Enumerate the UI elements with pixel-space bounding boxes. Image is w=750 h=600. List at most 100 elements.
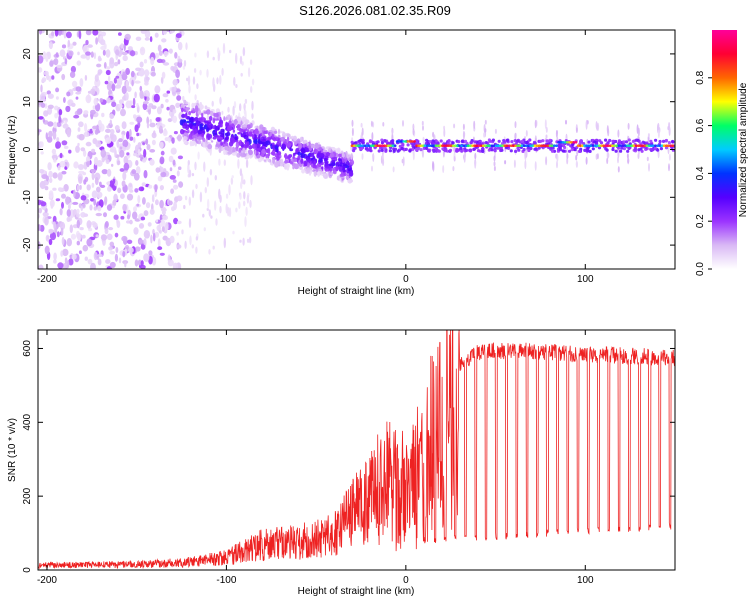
spectrogram-cell bbox=[125, 92, 129, 101]
spectrogram-cell bbox=[214, 134, 219, 138]
spectrogram-cell bbox=[162, 215, 168, 221]
spectrogram-cell bbox=[576, 144, 580, 147]
spectrogram-cell bbox=[87, 93, 90, 102]
spectrogram-cell bbox=[318, 147, 322, 151]
spectrogram-cell bbox=[474, 159, 477, 169]
spectrogram-cell bbox=[155, 117, 161, 122]
spectrogram-cell bbox=[175, 33, 182, 39]
spectrogram-cell bbox=[371, 132, 374, 141]
spectrogram-cell bbox=[87, 258, 93, 265]
spectrogram-cell bbox=[62, 248, 69, 257]
spectrogram-cell bbox=[161, 71, 166, 79]
spectrogram-cell bbox=[222, 42, 226, 54]
spectrogram-cell bbox=[503, 140, 507, 144]
spectrogram-cell bbox=[312, 164, 317, 169]
spectrogram-cell bbox=[484, 141, 488, 145]
spectrogram-cell bbox=[505, 144, 509, 147]
spectrogram-cell bbox=[90, 109, 96, 115]
spectrogram-cell bbox=[109, 57, 115, 65]
spectrogram-cell bbox=[466, 144, 470, 147]
spectrogram-cell bbox=[345, 175, 349, 180]
spectrogram-cell bbox=[430, 141, 435, 145]
spectrogram-cell bbox=[91, 182, 95, 188]
spectrogram-cell bbox=[186, 77, 189, 82]
spectrogram-cell bbox=[105, 49, 111, 58]
spectrogram-cell bbox=[191, 106, 194, 109]
spectrogram-cell bbox=[376, 144, 380, 147]
spectrogram-cell bbox=[555, 130, 558, 138]
spectrogram-cell bbox=[126, 220, 131, 224]
spectrogram-cell bbox=[183, 141, 188, 145]
spectrogram-cell bbox=[606, 125, 609, 134]
spectrogram-cell bbox=[80, 205, 84, 212]
snr-y-tick-label: 0 bbox=[22, 567, 33, 573]
spectrogram-cell bbox=[214, 112, 219, 118]
spectrogram-cell bbox=[376, 140, 380, 144]
spectrogram-cell bbox=[200, 112, 204, 116]
spectrogram-cell bbox=[582, 142, 586, 146]
spectrogram-cell bbox=[187, 159, 190, 166]
spectrogram-cell bbox=[57, 262, 64, 269]
spectrogram-cell bbox=[64, 58, 68, 65]
spectrogram-cell bbox=[127, 46, 133, 51]
spectrogram-cell bbox=[79, 184, 82, 190]
spectrogram-cell bbox=[69, 224, 74, 233]
spectrogram-cell bbox=[196, 83, 199, 90]
spectrogram-cell bbox=[499, 144, 502, 147]
snr-y-tick-label: 200 bbox=[22, 487, 33, 504]
spectrogram-cell bbox=[377, 149, 381, 153]
spectrogram-cell bbox=[660, 144, 664, 147]
spectrogram-cell bbox=[45, 234, 50, 242]
spectrogram-cell bbox=[57, 172, 63, 181]
spectrogram-cell bbox=[99, 98, 104, 103]
spectrogram-cell bbox=[76, 232, 82, 241]
spectrogram-cell bbox=[387, 144, 390, 147]
spectrogram-cell bbox=[114, 253, 118, 262]
spectrogram-cell bbox=[535, 144, 539, 147]
spectrogram-cell bbox=[38, 224, 42, 231]
spectrogram-cell bbox=[82, 172, 87, 176]
spectrogram-cell bbox=[671, 144, 675, 147]
spectrogram-cell bbox=[533, 147, 537, 151]
spectrogram-cell bbox=[151, 105, 157, 110]
spectrogram-cell bbox=[227, 106, 230, 113]
spectrogram-cell bbox=[230, 137, 236, 144]
spectrogram-cell bbox=[296, 140, 301, 144]
spectrogram-cell bbox=[173, 217, 179, 225]
spectrogram-cell bbox=[118, 99, 124, 105]
spectrogram-cell bbox=[490, 144, 494, 147]
spectrogram-y-tick-label: 0 bbox=[22, 146, 33, 152]
spectrogram-cell bbox=[120, 193, 125, 199]
spectrogram-cell bbox=[299, 136, 303, 143]
spectrogram-cell bbox=[617, 146, 621, 150]
spectrogram-cell bbox=[331, 161, 336, 167]
spectrogram-cell bbox=[187, 129, 190, 134]
spectrogram-cell bbox=[167, 118, 173, 123]
spectrogram-cell bbox=[225, 116, 228, 121]
spectrogram-cell bbox=[149, 122, 156, 128]
spectrogram-cell bbox=[270, 151, 276, 155]
spectrogram-cell bbox=[654, 144, 657, 147]
spectrogram-cell bbox=[77, 164, 85, 170]
spectrogram-cell bbox=[278, 128, 280, 135]
spectrogram-cell bbox=[464, 151, 467, 158]
spectrogram-cell bbox=[44, 103, 48, 109]
spectrogram-cell bbox=[73, 161, 79, 169]
spectrogram-cell bbox=[119, 168, 125, 172]
spectrogram-cell bbox=[525, 140, 529, 145]
spectrogram-cell bbox=[174, 85, 177, 92]
spectrogram-cell bbox=[360, 122, 363, 128]
spectrogram-cell bbox=[106, 66, 111, 70]
spectrogram-cell bbox=[197, 117, 203, 122]
spectrogram-cell bbox=[191, 140, 197, 146]
spectrogram-cell bbox=[172, 79, 178, 86]
spectrogram-cell bbox=[248, 236, 252, 244]
spectrogram-cell bbox=[66, 91, 71, 97]
spectrogram-cell bbox=[634, 138, 639, 142]
spectrogram-cell bbox=[493, 166, 496, 171]
spectrogram-cell bbox=[143, 101, 149, 105]
colorbar-label: Normalized spectral amplitude bbox=[738, 82, 749, 217]
snr-y-label: SNR (10 * v/v) bbox=[7, 418, 18, 482]
spectrogram-cell bbox=[61, 236, 65, 246]
snr-x-tick-label: -100 bbox=[216, 575, 236, 586]
